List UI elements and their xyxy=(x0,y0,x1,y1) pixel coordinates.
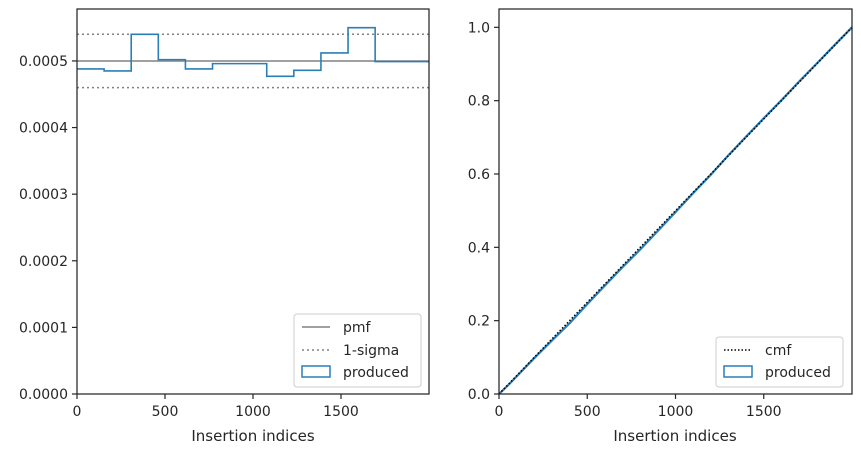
x-tick-label: 0 xyxy=(495,404,504,420)
y-tick-label: 0.0002 xyxy=(19,254,68,270)
right-legend-box xyxy=(715,336,844,388)
x-tick-label: 0 xyxy=(73,404,82,420)
y-tick-label: 0.2 xyxy=(468,314,490,330)
x-tick-label: 1500 xyxy=(323,404,359,420)
legend-pmf-label: pmf xyxy=(343,320,372,336)
y-tick-label: 0.0001 xyxy=(19,320,68,336)
x-tick-label: 1000 xyxy=(658,404,694,420)
right-panel-cmf: 0 500 1000 1500 0.0 0.2 0.4 0.6 0.8 1.0 Insertio… xyxy=(468,8,853,445)
right-legend: cmf produced xyxy=(715,336,844,388)
y-tick-label: 0.0 xyxy=(468,387,490,403)
y-tick-label: 0.8 xyxy=(468,94,490,110)
right-plot-area xyxy=(498,26,853,395)
y-tick-label: 1.0 xyxy=(468,20,490,36)
right-x-ticks: 0 500 1000 1500 xyxy=(495,394,782,420)
y-tick-label: 0.4 xyxy=(468,240,490,256)
left-x-ticks: 0 500 1000 1500 xyxy=(73,394,359,420)
x-tick-label: 1500 xyxy=(746,404,782,420)
left-panel-pmf: 0 500 1000 1500 0.00000.00010.00020.00030.0… xyxy=(19,8,430,445)
x-tick-label: 1000 xyxy=(235,404,271,420)
left-x-axis-label: Insertion indices xyxy=(191,427,314,445)
y-tick-label: 0.0005 xyxy=(19,54,68,70)
legend-produced-label: produced xyxy=(765,365,831,381)
y-tick-label: 0.0004 xyxy=(19,121,68,137)
y-tick-label: 0.0003 xyxy=(19,187,68,203)
y-tick-label: 0.6 xyxy=(468,167,490,183)
legend-produced-swatch xyxy=(723,365,753,378)
legend-1-sigma-label: 1-sigma xyxy=(343,343,399,359)
x-tick-label: 500 xyxy=(574,404,601,420)
cmf-line xyxy=(498,26,853,395)
right-x-axis-label: Insertion indices xyxy=(613,427,736,445)
x-tick-label: 500 xyxy=(152,404,179,420)
right-y-ticks: 0.0 0.2 0.4 0.6 0.8 1.0 xyxy=(468,20,499,403)
legend-produced-swatch xyxy=(301,365,331,378)
y-tick-label: 0.0000 xyxy=(19,387,68,403)
legend-produced-label: produced xyxy=(343,365,409,381)
left-y-ticks: 0.0000 0.0001 0.0002 0.0003 0.0004 0.0005 xyxy=(19,54,77,403)
produced-step-line xyxy=(77,26,429,78)
left-legend: pmf 1-sigma produced xyxy=(293,313,422,388)
left-legend-box xyxy=(293,313,422,388)
left-plot-area xyxy=(77,26,429,89)
legend-cmf-label: cmf xyxy=(765,343,792,359)
